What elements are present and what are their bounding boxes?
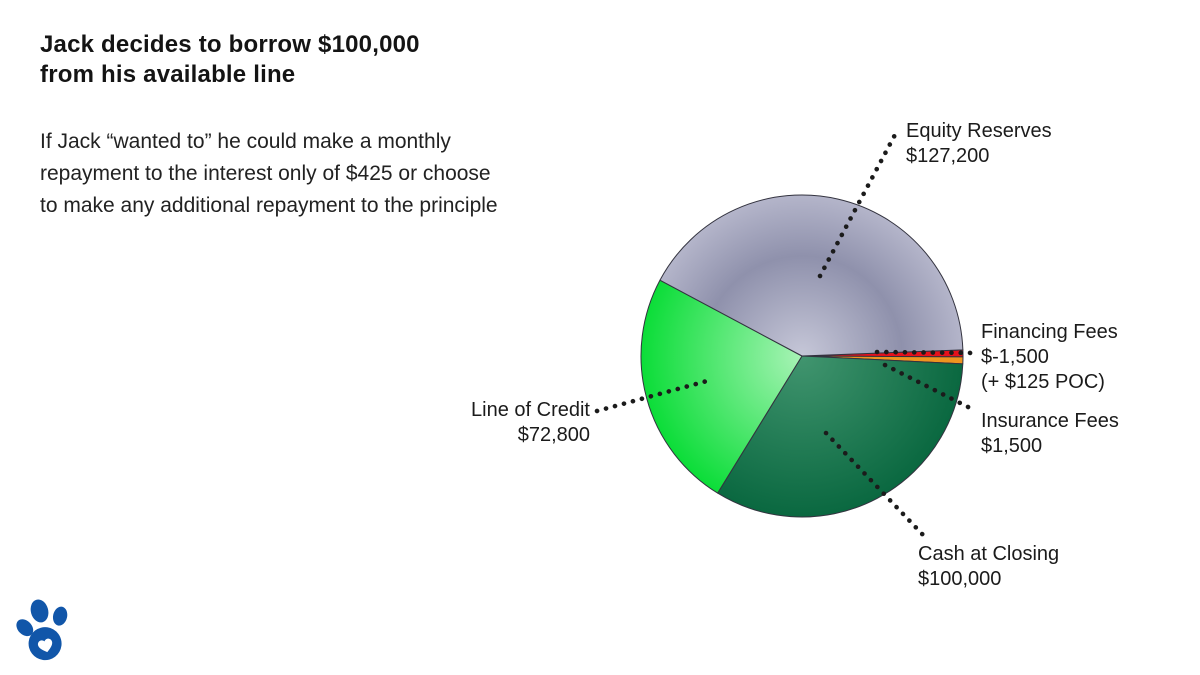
leader-line-cash-at-closing (823, 430, 928, 540)
callout-note: (+ $125 POC) (981, 371, 1105, 393)
callout-amount: $100,000 (918, 568, 1002, 590)
pie-slice-line-of-credit (640, 279, 803, 494)
callout-insurance-fees: Insurance Fees $1,500 (981, 409, 1119, 459)
callout-label: Financing Fees (981, 321, 1118, 343)
callout-financing-fees: Financing Fees $-1,500 (+ $125 POC) (981, 320, 1118, 395)
paw-icon (16, 599, 68, 661)
callout-label: Equity Reserves (906, 120, 1052, 142)
page-title: Jack decides to borrow $100,000 from his… (40, 30, 420, 90)
body-paragraph: If Jack “wanted to” he could make a mont… (40, 126, 498, 222)
callout-amount: $1,500 (981, 435, 1043, 457)
callout-label: Line of Credit (471, 399, 590, 421)
body-line-1: If Jack “wanted to” he could make a mont… (40, 130, 451, 153)
callout-equity-reserves: Equity Reserves $127,200 (906, 119, 1052, 169)
leader-line-insurance-fees (882, 362, 977, 413)
leader-line-financing-fees (874, 349, 978, 356)
callout-cash-at-closing: Cash at Closing $100,000 (918, 542, 1059, 592)
title-line-2: from his available line (40, 61, 296, 88)
body-line-3: to make any additional repayment to the … (40, 194, 498, 217)
callout-amount: $72,800 (517, 424, 590, 446)
callout-label: Insurance Fees (981, 410, 1119, 432)
title-line-1: Jack decides to borrow $100,000 (40, 31, 420, 58)
leader-line-line-of-credit (594, 378, 710, 414)
body-line-2: repayment to the interest only of $425 o… (40, 162, 491, 185)
callout-amount: $-1,500 (981, 346, 1049, 368)
callout-line-of-credit: Line of Credit $72,800 (420, 398, 590, 448)
leader-line-equity-reserves (817, 128, 900, 279)
paw-heart-icon (37, 638, 53, 653)
callout-amount: $127,200 (906, 145, 990, 167)
paw-logo (16, 599, 68, 661)
pie-slice-cash-at-closing (717, 355, 964, 518)
pie-slice-equity-reserves (659, 194, 964, 357)
callout-label: Cash at Closing (918, 543, 1060, 565)
